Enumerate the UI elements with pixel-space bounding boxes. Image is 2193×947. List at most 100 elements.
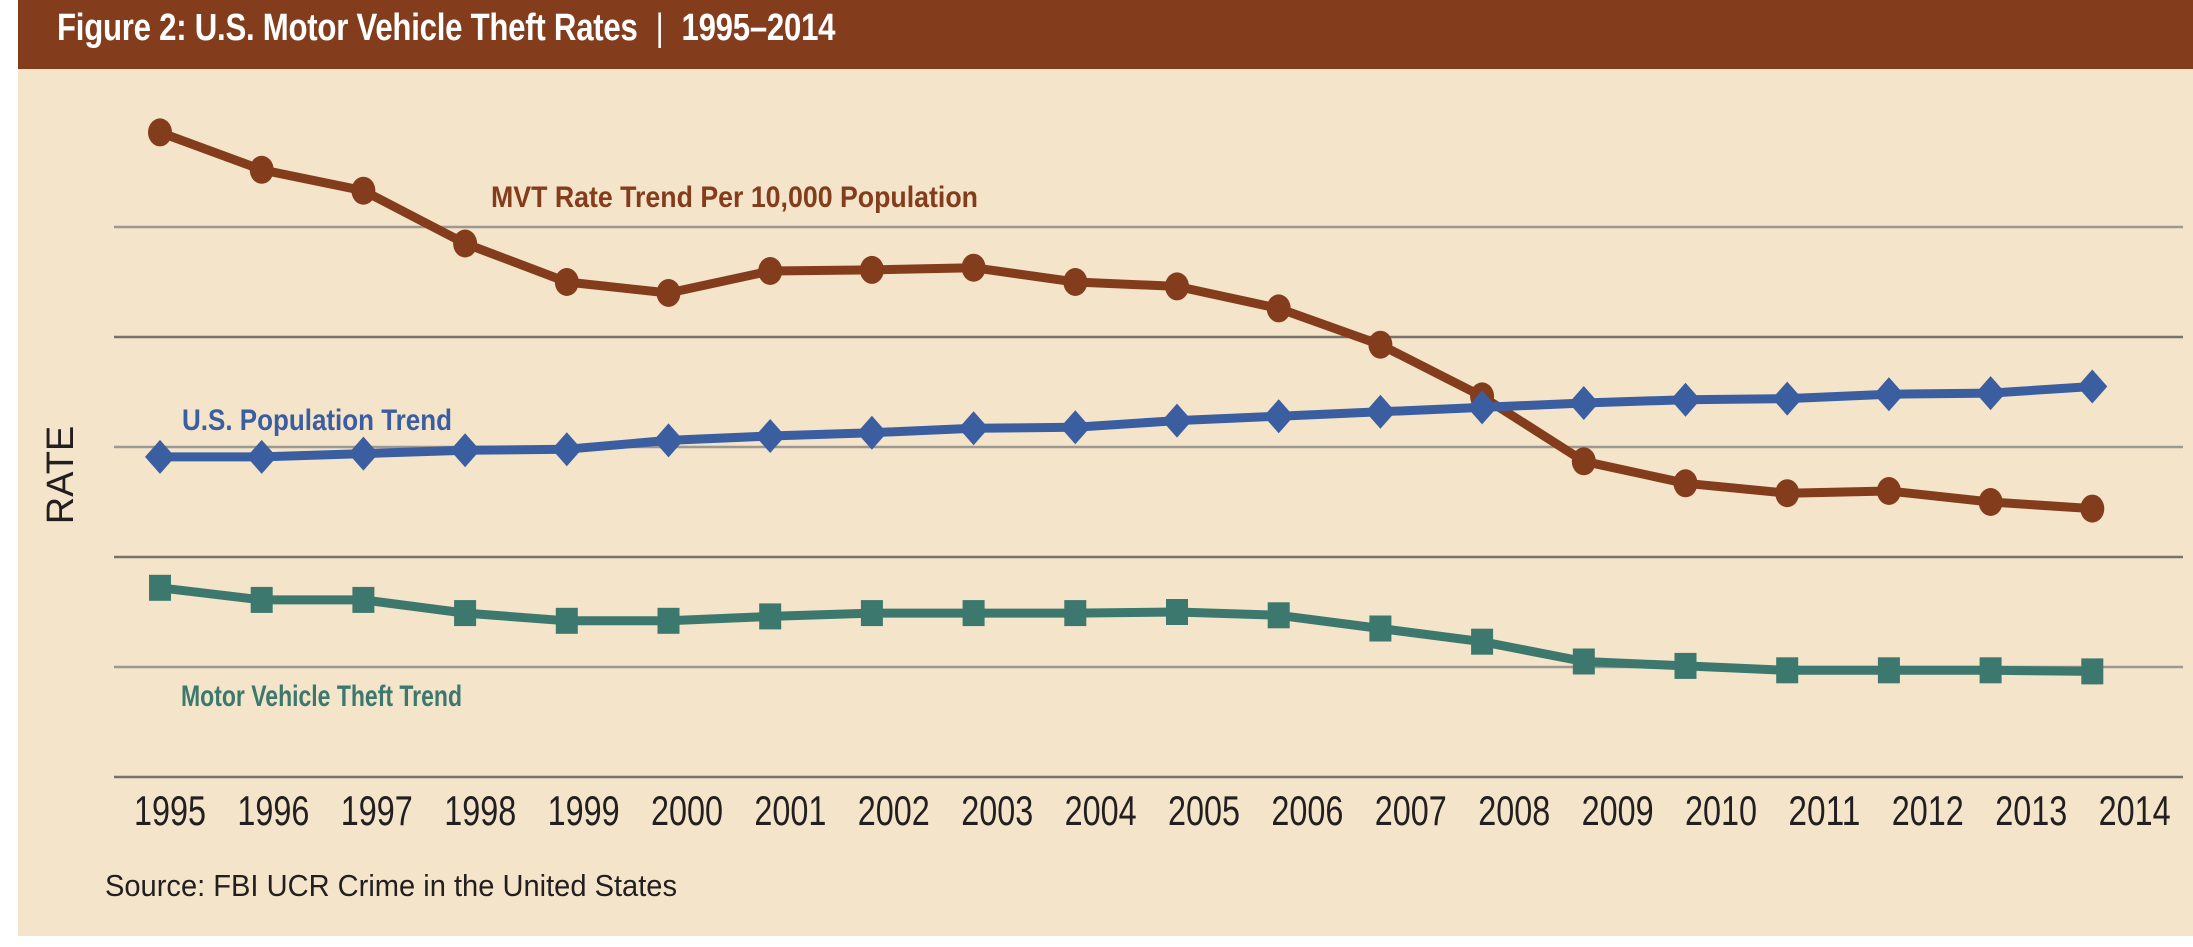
data-point-circle bbox=[1063, 268, 1088, 296]
series-label-theft: Motor Vehicle Theft Trend bbox=[181, 680, 462, 713]
series-group bbox=[145, 118, 2108, 685]
figure-title: Figure 2: U.S. Motor Vehicle Theft Rates… bbox=[57, 7, 836, 50]
data-point-diamond bbox=[246, 439, 277, 474]
data-point-diamond bbox=[551, 432, 582, 467]
series-line bbox=[159, 583, 2093, 676]
title-separator: | bbox=[655, 7, 664, 49]
data-point-square bbox=[1166, 599, 1188, 625]
data-point-square bbox=[2081, 658, 2104, 685]
data-point-square bbox=[250, 586, 273, 613]
series-line bbox=[158, 128, 2093, 514]
data-point-circle bbox=[1673, 469, 1698, 498]
data-point-square bbox=[962, 600, 985, 627]
data-point-circle bbox=[1876, 477, 1901, 505]
x-tick-label: 2008 bbox=[1478, 787, 1550, 834]
x-tick-label: 2013 bbox=[1995, 787, 2067, 834]
x-tick-label: 2014 bbox=[2099, 787, 2171, 834]
data-point-square bbox=[1064, 600, 1087, 627]
data-point-diamond bbox=[145, 439, 175, 474]
x-tick-label: 2009 bbox=[1582, 787, 1654, 834]
data-point-diamond bbox=[1162, 403, 1192, 438]
data-point-circle bbox=[656, 279, 681, 307]
data-point-circle bbox=[1368, 330, 1393, 359]
data-point-square bbox=[454, 600, 477, 627]
y-axis-label: RATE bbox=[40, 426, 82, 525]
data-point-square bbox=[149, 574, 171, 601]
data-point-square bbox=[555, 607, 578, 634]
x-tick-label: 2002 bbox=[858, 787, 930, 834]
data-point-circle bbox=[148, 118, 172, 147]
data-point-diamond bbox=[2077, 369, 2108, 404]
chart-panel bbox=[18, 69, 2193, 936]
data-point-diamond bbox=[958, 411, 989, 446]
data-point-diamond bbox=[450, 433, 481, 468]
data-point-diamond bbox=[856, 415, 887, 450]
data-point-square bbox=[860, 600, 883, 627]
data-point-circle bbox=[351, 176, 376, 205]
x-tick-label: 2003 bbox=[961, 787, 1033, 834]
data-point-circle bbox=[1266, 294, 1291, 323]
x-tick-label: 2001 bbox=[754, 787, 826, 834]
data-point-diamond bbox=[1670, 382, 1701, 417]
data-point-circle bbox=[961, 253, 986, 282]
data-point-diamond bbox=[755, 419, 786, 453]
x-tick-label: 1995 bbox=[134, 787, 206, 834]
data-point-circle bbox=[1165, 272, 1189, 301]
data-point-circle bbox=[1775, 479, 1800, 508]
x-tick-label: 2005 bbox=[1168, 787, 1240, 834]
data-point-square bbox=[1776, 657, 1799, 684]
data-point-circle bbox=[1571, 447, 1596, 476]
x-tick-label: 2000 bbox=[651, 787, 723, 834]
x-tick-label: 1999 bbox=[548, 787, 620, 834]
data-point-square bbox=[1572, 648, 1595, 675]
data-point-diamond bbox=[653, 423, 684, 458]
x-axis-tick-labels: 1995 1996 1997 1998 1999 2000 2001 2002 2003 2004… bbox=[134, 787, 2171, 834]
gridlines bbox=[114, 225, 2183, 779]
data-point-diamond bbox=[1568, 386, 1599, 420]
data-point-diamond bbox=[1365, 394, 1396, 429]
data-point-square bbox=[1369, 615, 1392, 642]
data-point-circle bbox=[554, 268, 579, 296]
series-diamond bbox=[145, 369, 2108, 474]
x-tick-label: 2006 bbox=[1271, 787, 1343, 834]
title-range: 1995–2014 bbox=[681, 7, 836, 49]
data-point-diamond bbox=[1975, 376, 2006, 411]
series-square bbox=[149, 574, 2104, 685]
data-point-square bbox=[657, 607, 680, 634]
x-tick-label: 1998 bbox=[444, 787, 516, 834]
series-circle bbox=[148, 118, 2105, 523]
data-point-square bbox=[1267, 602, 1290, 629]
figure-header: Figure 2: U.S. Motor Vehicle Theft Rates… bbox=[18, 0, 2193, 69]
title-text: Figure 2: U.S. Motor Vehicle Theft Rates bbox=[57, 7, 638, 49]
data-point-square bbox=[759, 603, 782, 630]
data-point-diamond bbox=[348, 436, 379, 471]
data-point-square bbox=[1979, 657, 2002, 684]
x-tick-label: 1996 bbox=[237, 787, 309, 834]
data-point-circle bbox=[1978, 488, 2003, 516]
data-point-circle bbox=[453, 229, 478, 258]
data-point-diamond bbox=[1263, 399, 1294, 434]
source-note: Source: FBI UCR Crime in the United Stat… bbox=[105, 868, 677, 903]
data-point-diamond bbox=[1060, 410, 1091, 445]
data-point-circle bbox=[758, 257, 783, 285]
x-tick-label: 2012 bbox=[1892, 787, 1964, 834]
x-tick-label: 2010 bbox=[1685, 787, 1757, 834]
series-label-population: U.S. Population Trend bbox=[182, 404, 452, 437]
data-point-circle bbox=[249, 155, 274, 184]
data-point-square bbox=[1471, 628, 1494, 655]
data-point-circle bbox=[2080, 494, 2105, 523]
data-point-square bbox=[1877, 657, 1900, 684]
data-point-diamond bbox=[1772, 381, 1803, 416]
x-tick-label: 2011 bbox=[1788, 787, 1860, 834]
data-point-circle bbox=[859, 255, 884, 284]
data-point-diamond bbox=[1873, 377, 1904, 412]
x-tick-label: 2004 bbox=[1065, 787, 1137, 834]
data-point-square bbox=[352, 586, 375, 613]
x-tick-label: 1997 bbox=[341, 787, 413, 834]
series-line bbox=[160, 382, 2093, 462]
series-label-mvt-rate: MVT Rate Trend Per 10,000 Population bbox=[491, 181, 978, 214]
x-tick-label: 2007 bbox=[1375, 787, 1447, 834]
data-point-diamond bbox=[1467, 390, 1498, 425]
data-point-square bbox=[1674, 652, 1697, 679]
